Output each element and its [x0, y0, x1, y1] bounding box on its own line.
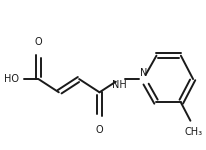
Text: N: N — [139, 68, 146, 78]
Text: NH: NH — [112, 80, 127, 90]
Text: HO: HO — [4, 74, 19, 84]
Text: O: O — [34, 36, 42, 46]
Text: CH₃: CH₃ — [183, 127, 201, 137]
Text: O: O — [95, 125, 103, 135]
